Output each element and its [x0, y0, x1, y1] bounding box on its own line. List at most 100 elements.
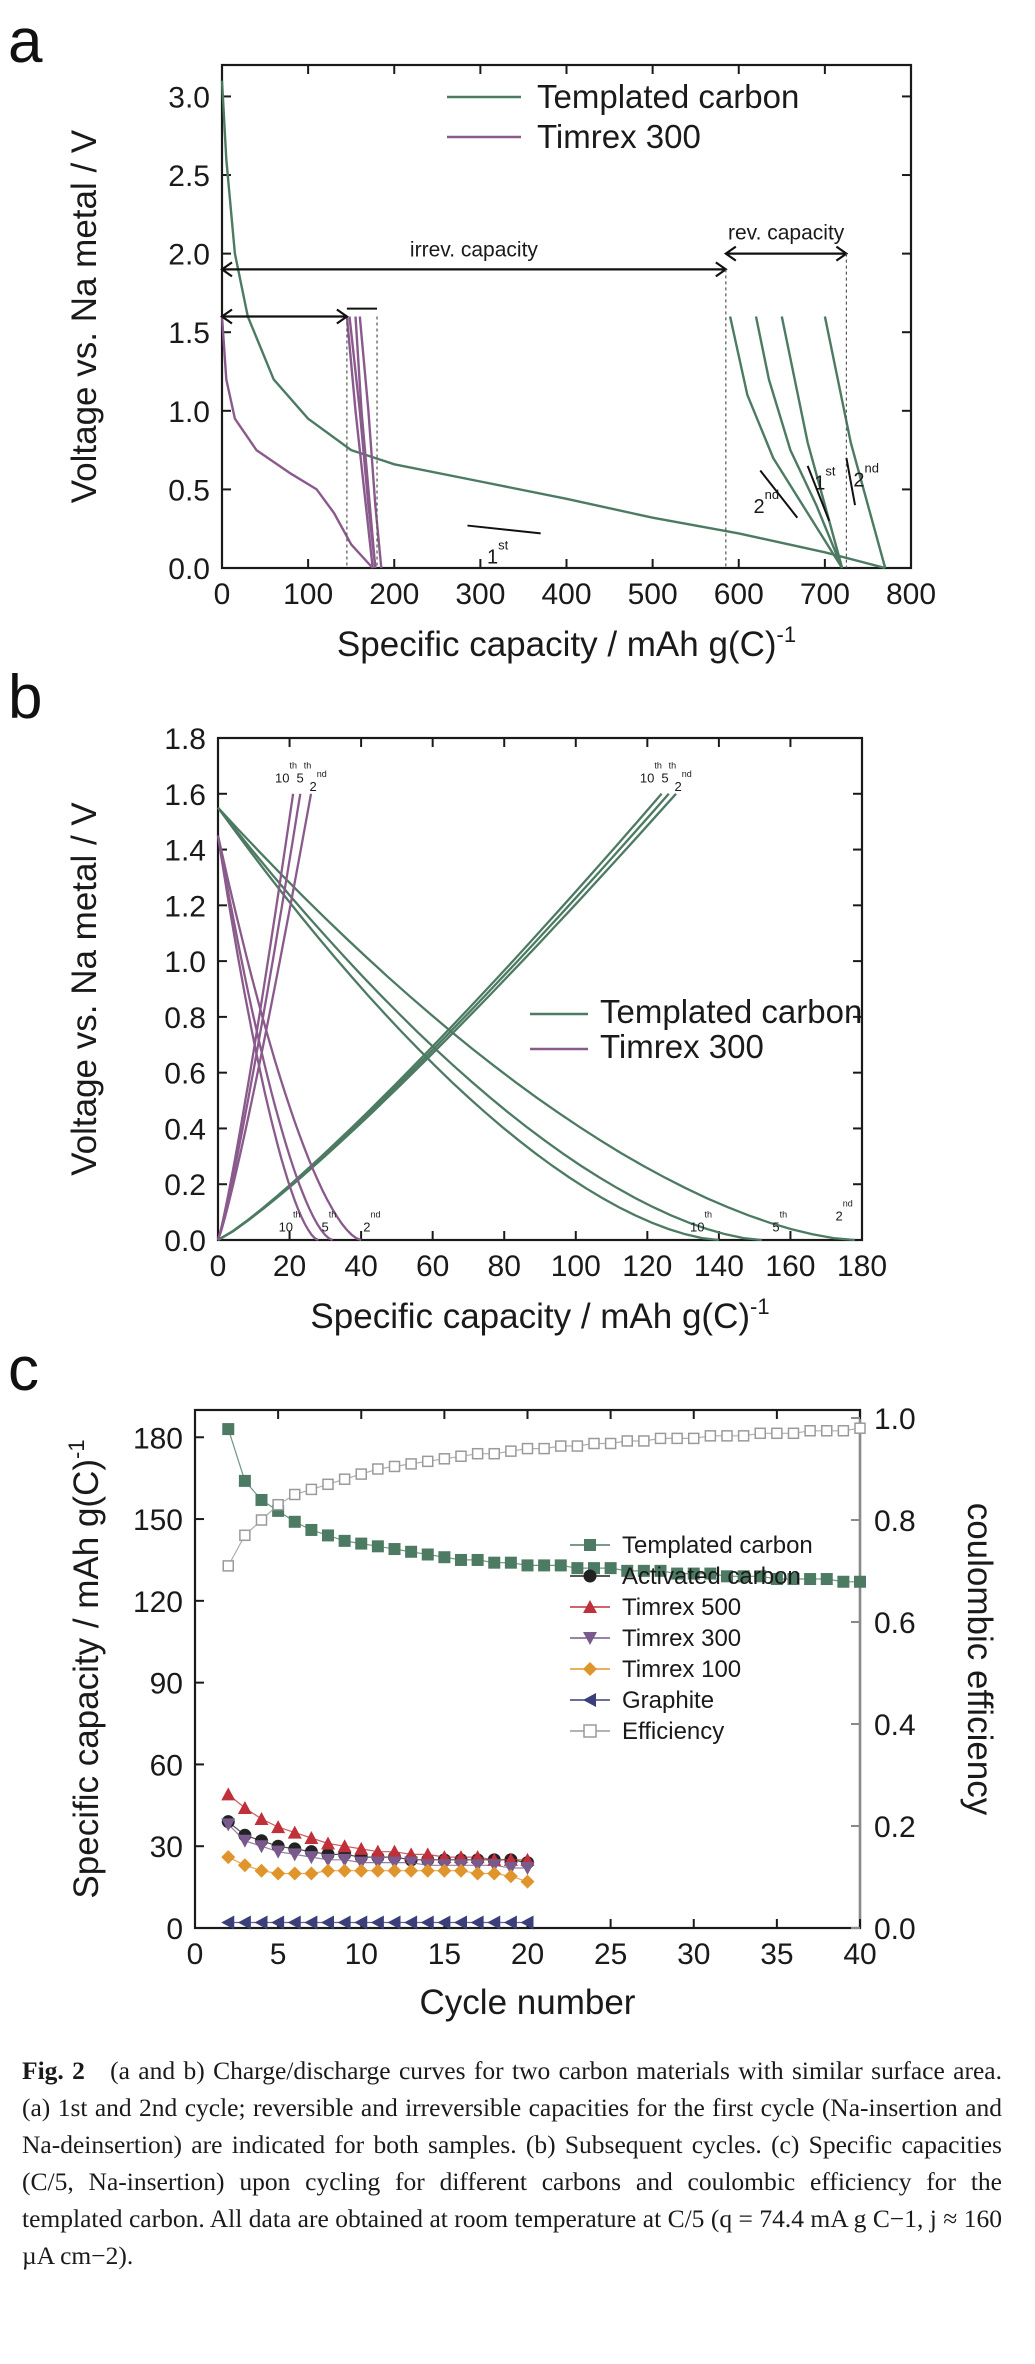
legend-c-swatch-marker [583, 1662, 597, 1676]
graphite-marker [304, 1915, 318, 1930]
templated-carbon-marker [488, 1556, 501, 1569]
panel-c-letter: c [8, 1335, 39, 1404]
efficiency-marker [737, 1430, 750, 1442]
timrex-500-marker [304, 1831, 319, 1845]
timrex-300-marker [237, 1834, 252, 1848]
efficiency-marker [372, 1463, 384, 1475]
templated-carbon-marker [471, 1553, 484, 1566]
second-cycle-arrow-right [845, 457, 857, 506]
c-y-tick-label: 120 [133, 1586, 183, 1619]
templated-carbon-marker [687, 1567, 700, 1580]
templated-discharge-curve [217, 807, 720, 1242]
templated-carbon-marker [604, 1562, 617, 1575]
efficiency-marker [438, 1453, 451, 1465]
timrex-300-marker [354, 1856, 369, 1870]
timrex-300-marker [520, 1862, 535, 1876]
timrex300-charge-curve [216, 793, 313, 1241]
efficiency-marker [471, 1447, 484, 1460]
c-y2-axis-title: coulombic efficiency [960, 1503, 999, 1816]
c-y-tick-label: 150 [133, 1504, 183, 1537]
legend-c-entry: Timrex 300 [622, 1625, 741, 1652]
b-x-tick-label: 80 [488, 1250, 521, 1283]
templated-carbon-marker [787, 1573, 800, 1586]
efficiency-marker [688, 1432, 700, 1445]
b-x-tick-label: 20 [273, 1250, 306, 1283]
efficiency-marker [754, 1427, 766, 1440]
efficiency-marker [588, 1437, 600, 1450]
a-x-tick-label: 500 [628, 578, 678, 611]
legend-a-entry: Templated carbon [537, 78, 799, 115]
templated-discharge-curve [217, 806, 855, 1242]
templated-carbon-marker [305, 1523, 318, 1536]
b-y-tick-label: 1.8 [164, 723, 206, 756]
c-x-tick-label: 35 [760, 1938, 793, 1971]
efficiency-marker [305, 1483, 318, 1496]
cycle-label-5th-timrex-bottom: 5th [322, 1210, 337, 1235]
timrex-500-marker [370, 1844, 385, 1858]
b-y-tick-label: 0.2 [164, 1169, 206, 1202]
efficiency-marker [422, 1455, 434, 1468]
timrex-300-marker [470, 1859, 485, 1873]
templated-curve-a [754, 316, 844, 569]
templated-carbon-marker [288, 1515, 301, 1528]
c-y2-tick-label: 0.4 [874, 1709, 916, 1742]
templated-carbon-marker [504, 1556, 517, 1569]
timrex-100-marker [387, 1863, 402, 1878]
templated-curve-a [823, 316, 887, 569]
templated-carbon-marker [671, 1567, 684, 1580]
efficiency-marker [621, 1435, 633, 1447]
graphite-marker [221, 1915, 235, 1930]
graphite-marker [287, 1915, 301, 1930]
b-y-tick-label: 1.2 [164, 890, 206, 923]
rev-arrow-head-left [723, 245, 737, 262]
timrex300-discharge-curve [216, 835, 362, 1242]
c-x-tick-label: 20 [511, 1938, 544, 1971]
timrex-100-marker [420, 1863, 435, 1878]
panel-b: b 0 20 40 60 80 100 120 140 160 180 0.0 0.2 0.4 0.6 0.… [8, 663, 887, 1336]
efficiency-marker [704, 1430, 717, 1442]
efficiency-marker [721, 1430, 733, 1442]
graphite-marker [454, 1915, 467, 1930]
a-x-tick-label: 300 [455, 578, 505, 611]
graphite-marker [503, 1915, 517, 1930]
legend-c-entry: Efficiency [622, 1718, 724, 1745]
panel-a-letter: a [8, 7, 43, 76]
templated-carbon-marker [521, 1559, 534, 1572]
legend-c-entry: Timrex 500 [622, 1594, 741, 1621]
efficiency-marker [338, 1473, 351, 1485]
b-y-tick-label: 0.4 [164, 1113, 206, 1146]
a-x-tick-label: 600 [714, 578, 764, 611]
b-x-tick-label: 100 [551, 1250, 601, 1283]
c-y-tick-label: 30 [150, 1831, 183, 1864]
a-y-tick-label: 3.0 [168, 81, 210, 114]
legend-c-swatch-marker [583, 1693, 596, 1707]
legend-c-swatch-marker [583, 1724, 597, 1738]
templated-carbon-marker [721, 1570, 733, 1583]
c-y-tick-label: 180 [133, 1422, 183, 1455]
templated-carbon-marker [554, 1559, 567, 1572]
caption-text: (a and b) Charge/discharge curves for tw… [22, 2056, 1002, 2270]
figure: a 0 100 200 300 400 500 600 700 8000.00.51.01.52… [8, 7, 999, 2022]
efficiency-marker [538, 1442, 550, 1455]
timrex300-charge-curve [216, 793, 302, 1241]
c-y-tick-label: 90 [150, 1668, 183, 1701]
c-x-tick-label: 25 [594, 1938, 627, 1971]
c-x-tick-label: 10 [345, 1938, 378, 1971]
c-y-tick-label: 60 [150, 1749, 183, 1782]
b-y-tick-label: 0.0 [164, 1225, 206, 1258]
efficiency-marker [671, 1432, 683, 1445]
timrex-300-marker [487, 1859, 502, 1873]
a-x-tick-label: 700 [800, 578, 850, 611]
timrex-500-marker [337, 1839, 352, 1853]
c-x-tick-label: 30 [677, 1938, 710, 1971]
timrex300-curve-a [220, 316, 374, 569]
timrex-500-marker [221, 1787, 236, 1801]
templated-carbon-marker [737, 1570, 750, 1583]
b-x-tick-label: 180 [837, 1250, 887, 1283]
timrex300-curve-a [354, 316, 377, 569]
templated-carbon-marker [355, 1537, 368, 1550]
caption-figure-number: Fig. 2 [22, 2056, 85, 2085]
b-plot-frame [216, 736, 864, 1242]
a-y-tick-label: 2.0 [168, 239, 210, 272]
timrex-300-marker [321, 1853, 335, 1867]
